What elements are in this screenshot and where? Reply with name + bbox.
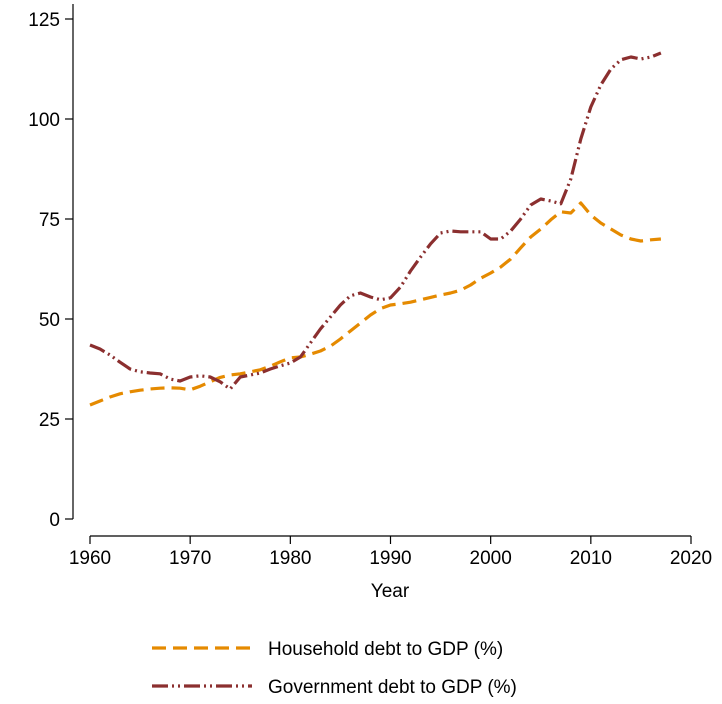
legend-item-household: Household debt to GDP (%) (152, 639, 503, 660)
x-axis-title: Year (371, 581, 410, 602)
y-tick-label: 0 (49, 510, 60, 531)
y-axis: 0 25 50 75 100 125 (28, 4, 74, 531)
y-tick-label: 25 (39, 410, 60, 431)
x-tick-label: 2010 (570, 548, 612, 569)
x-tick-label: 2000 (470, 548, 512, 569)
x-tick-label: 2020 (670, 548, 712, 569)
x-tick-label: 1960 (69, 548, 111, 569)
y-tick-label: 75 (39, 210, 60, 231)
x-tick-label: 1970 (169, 548, 211, 569)
legend-label-government: Government debt to GDP (%) (268, 677, 517, 698)
legend-item-government: Government debt to GDP (%) (152, 677, 517, 698)
series-line-household (89, 201, 662, 407)
legend-label-household: Household debt to GDP (%) (268, 639, 503, 660)
y-tick-label: 50 (39, 310, 60, 331)
x-tick-label: 1990 (369, 548, 411, 569)
series-layer (89, 51, 662, 407)
x-tick-label: 1980 (269, 548, 311, 569)
legend: Household debt to GDP (%) Government deb… (152, 639, 517, 698)
series-line-government (89, 51, 662, 391)
x-axis: 1960 1970 1980 1990 2000 2010 2020 (69, 535, 712, 569)
y-tick-label: 125 (28, 10, 60, 31)
y-tick-label: 100 (28, 110, 60, 131)
